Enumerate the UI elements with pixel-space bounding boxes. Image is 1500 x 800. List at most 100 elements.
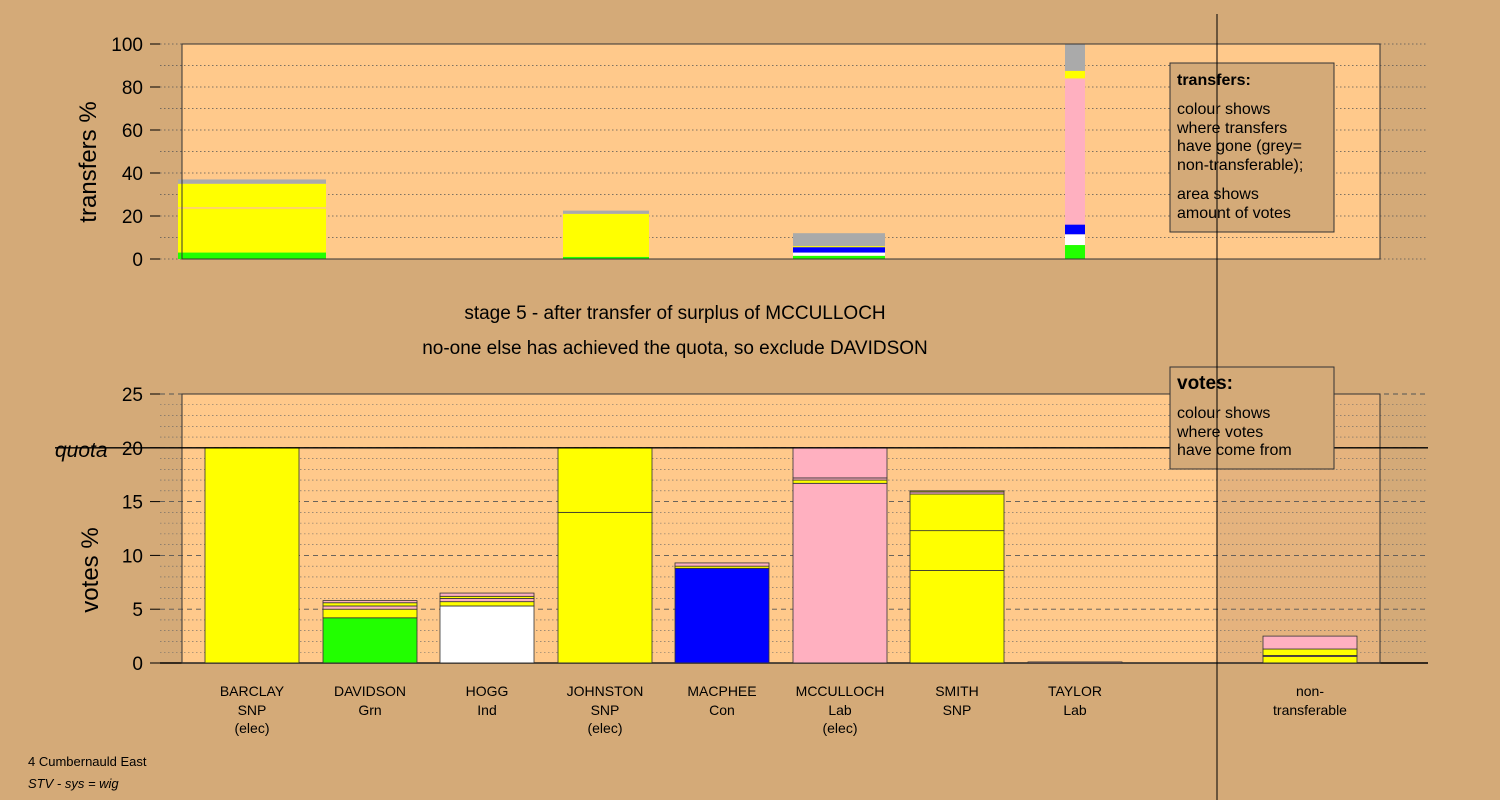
transfer-segment <box>178 183 326 208</box>
candidate-name: BARCLAY <box>220 683 285 699</box>
candidate-bar <box>557 447 653 664</box>
candidate-bar <box>204 447 300 664</box>
transfer-segment <box>793 252 885 256</box>
candidate-party: Lab <box>828 702 852 718</box>
y-tick-label: 40 <box>122 164 143 185</box>
transfer-segment <box>793 247 885 253</box>
stage-decision: no-one else has achieved the quota, so e… <box>422 338 928 359</box>
transfer-segment <box>793 246 885 248</box>
transfer-segment <box>793 255 885 259</box>
votes-y-axis-label: votes % <box>77 527 104 612</box>
y-tick-label: 10 <box>122 546 143 567</box>
vote-segment <box>909 570 1005 664</box>
vote-segment <box>439 605 535 664</box>
ward-name: 4 Cumbernauld East <box>28 754 147 769</box>
non-transferable-label: non- <box>1296 683 1324 699</box>
transfer-segment <box>563 213 649 257</box>
transfers-legend-line: where transfers <box>1176 120 1287 137</box>
y-tick-label: 15 <box>122 493 143 514</box>
y-tick-label: 0 <box>132 250 143 271</box>
transfers-bars <box>178 44 1085 259</box>
transfer-segment <box>1065 70 1085 79</box>
transfers-panel: 0 20 40 60 80 100 transfers % transfers: colo… <box>75 35 1428 271</box>
candidate-party: Grn <box>358 702 381 718</box>
candidate-party: SNP <box>591 702 620 718</box>
transfers-y-axis-label: transfers % <box>75 101 102 222</box>
candidate-name: TAYLOR <box>1048 683 1102 699</box>
transfer-segment <box>563 256 649 259</box>
transfer-segment <box>1065 78 1085 225</box>
candidate-name: MCCULLOCH <box>796 683 885 699</box>
vote-segment <box>674 567 770 664</box>
transfer-segment <box>793 233 885 247</box>
vote-segment <box>909 530 1005 571</box>
vote-segment <box>674 562 770 567</box>
candidate-bar <box>792 447 888 664</box>
counting-system: STV - sys = wig <box>28 776 119 791</box>
vote-segment <box>439 592 535 597</box>
y-tick-label: 60 <box>122 121 143 142</box>
candidate-status: (elec) <box>234 720 269 736</box>
transfer-segment <box>1065 234 1085 246</box>
vote-segment <box>1262 656 1358 664</box>
transfer-segment <box>1065 224 1085 235</box>
transfer-bar <box>1065 44 1085 259</box>
y-tick-label: 20 <box>122 207 143 228</box>
transfers-legend: transfers: colour shows where transfers … <box>1169 62 1335 233</box>
transfer-segment <box>563 210 649 214</box>
vote-segment <box>1262 648 1358 656</box>
y-tick-label: 20 <box>122 439 143 460</box>
non-transferable-label: transferable <box>1273 702 1347 718</box>
vote-segment <box>557 511 653 664</box>
transfer-segment <box>1065 245 1085 259</box>
candidate-name: SMITH <box>935 683 979 699</box>
vote-segment <box>909 493 1005 532</box>
vote-segment <box>792 482 888 664</box>
candidate-party: SNP <box>238 702 267 718</box>
candidate-status: (elec) <box>822 720 857 736</box>
vote-segment <box>439 598 535 603</box>
quota-label: quota <box>55 439 108 462</box>
vote-segment <box>1262 635 1358 650</box>
votes-legend-line: have come from <box>1177 442 1292 459</box>
transfers-y-ticks: 0 20 40 60 80 100 <box>111 35 160 271</box>
transfer-bar <box>793 233 885 259</box>
transfer-bar <box>178 179 326 259</box>
transfer-segment <box>178 251 326 253</box>
transfers-legend-line: non-transferable); <box>1177 157 1303 174</box>
candidate-name: DAVIDSON <box>334 683 406 699</box>
candidate-party: Con <box>709 702 735 718</box>
transfer-segment <box>1065 44 1085 71</box>
y-tick-label: 0 <box>132 654 143 675</box>
stage-description: stage 5 - after transfer of surplus of M… <box>464 303 885 324</box>
vote-segment <box>322 617 418 664</box>
votes-legend-title: votes: <box>1177 373 1233 394</box>
transfers-legend-line: have gone (grey= <box>1177 138 1302 155</box>
candidate-bar <box>439 592 535 664</box>
votes-plot-frame <box>181 393 1381 664</box>
vote-segment <box>439 601 535 607</box>
transfer-bar <box>563 210 649 259</box>
vote-segment <box>557 447 653 513</box>
candidate-name: JOHNSTON <box>567 683 644 699</box>
vote-segment <box>792 447 888 479</box>
votes-panel: 0 5 10 15 20 25 quota votes % BARCLAY SNP (elec… <box>55 366 1428 736</box>
transfers-legend-line: area shows <box>1177 186 1259 203</box>
y-tick-label: 5 <box>132 600 143 621</box>
non-transferable-bar <box>1262 635 1358 664</box>
transfers-plot-frame <box>181 43 1381 260</box>
transfer-segment <box>178 179 326 184</box>
vote-segment <box>322 605 418 610</box>
y-tick-label: 25 <box>122 385 143 406</box>
candidate-bar <box>909 490 1005 664</box>
transfers-legend-line: amount of votes <box>1177 205 1291 222</box>
candidate-bar <box>322 600 418 664</box>
vote-segment <box>322 608 418 619</box>
y-tick-label: 80 <box>122 78 143 99</box>
votes-legend-box <box>1169 366 1335 470</box>
candidate-status: (elec) <box>587 720 622 736</box>
y-tick-label: 100 <box>111 35 143 56</box>
transfer-segment <box>178 207 326 209</box>
